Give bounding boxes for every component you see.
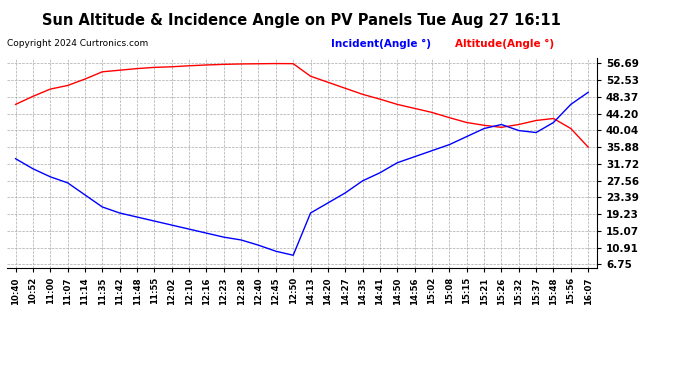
Text: Copyright 2024 Curtronics.com: Copyright 2024 Curtronics.com (7, 39, 148, 48)
Text: Sun Altitude & Incidence Angle on PV Panels Tue Aug 27 16:11: Sun Altitude & Incidence Angle on PV Pan… (43, 13, 561, 28)
Text: Altitude(Angle °): Altitude(Angle °) (455, 39, 555, 50)
Text: Incident(Angle °): Incident(Angle °) (331, 39, 431, 50)
